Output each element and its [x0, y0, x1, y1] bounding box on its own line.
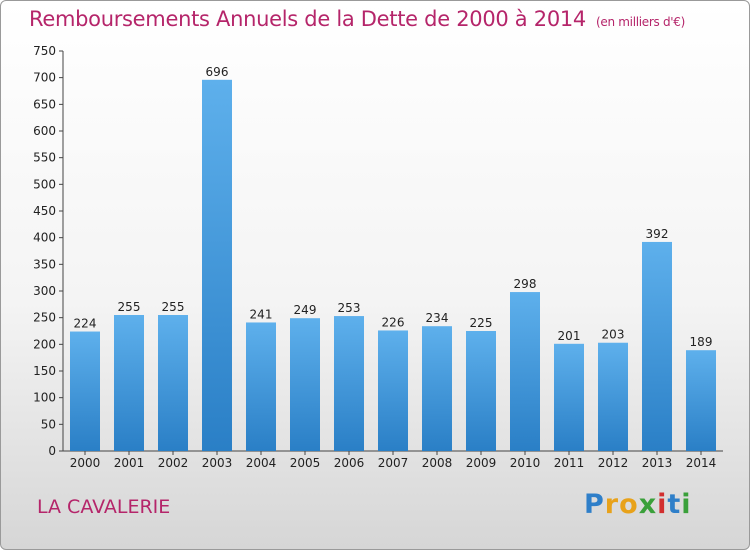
y-tick-label: 150	[33, 364, 56, 378]
bar	[686, 350, 716, 451]
x-tick-label: 2001	[114, 456, 145, 470]
y-tick-label: 350	[33, 257, 56, 271]
commune-name: LA CAVALERIE	[37, 496, 171, 518]
x-tick-label: 2011	[554, 456, 585, 470]
proxiti-logo: Proxiti	[584, 489, 692, 520]
y-tick-label: 450	[33, 204, 56, 218]
bar	[642, 241, 672, 451]
bar-value-label: 225	[470, 316, 493, 330]
x-tick-label: 2007	[378, 456, 409, 470]
logo-letter: r	[604, 489, 620, 520]
y-tick-label: 400	[33, 231, 56, 245]
bar	[70, 331, 100, 451]
bar	[158, 315, 188, 451]
bar-value-label: 224	[74, 317, 97, 331]
x-tick-label: 2008	[422, 456, 453, 470]
chart-title-text: Remboursements Annuels de la Dette de 20…	[29, 7, 586, 31]
logo-letter: t	[667, 489, 682, 520]
bar	[378, 330, 408, 451]
x-tick-label: 2014	[686, 456, 717, 470]
x-tick-label: 2004	[246, 456, 277, 470]
bar-value-label: 255	[162, 300, 185, 314]
bar	[510, 292, 540, 451]
y-tick-label: 700	[33, 71, 56, 85]
x-tick-label: 2005	[290, 456, 321, 470]
bar-value-label: 189	[690, 335, 713, 349]
bar	[246, 322, 276, 451]
bar-value-label: 253	[338, 301, 361, 315]
y-tick-label: 600	[33, 124, 56, 138]
x-tick-label: 2013	[642, 456, 673, 470]
y-tick-label: 550	[33, 151, 56, 165]
bar-value-label: 226	[382, 315, 405, 329]
logo-letter: i	[681, 489, 692, 520]
y-tick-label: 650	[33, 97, 56, 111]
bar-value-label: 234	[426, 311, 449, 325]
logo-letter: o	[619, 489, 639, 520]
logo-letter: i	[657, 489, 668, 520]
logo-letter: P	[584, 489, 605, 520]
y-tick-label: 750	[33, 44, 56, 58]
y-tick-label: 500	[33, 177, 56, 191]
bar-value-label: 241	[250, 307, 273, 321]
x-tick-label: 2006	[334, 456, 365, 470]
bar-value-label: 696	[206, 65, 229, 79]
chart-unit: (en milliers d'€)	[596, 15, 686, 29]
y-tick-label: 250	[33, 311, 56, 325]
bar	[114, 315, 144, 451]
bar	[554, 343, 584, 451]
x-tick-label: 2012	[598, 456, 629, 470]
bar	[290, 318, 320, 451]
x-tick-label: 2002	[158, 456, 189, 470]
x-tick-label: 2003	[202, 456, 233, 470]
bar-value-label: 392	[646, 227, 669, 241]
x-tick-label: 2010	[510, 456, 541, 470]
y-tick-label: 200	[33, 337, 56, 351]
y-tick-label: 100	[33, 391, 56, 405]
chart-title: Remboursements Annuels de la Dette de 20…	[29, 7, 685, 31]
bar-value-label: 249	[294, 303, 317, 317]
y-tick-label: 50	[41, 417, 56, 431]
bar	[422, 326, 452, 451]
y-tick-label: 300	[33, 284, 56, 298]
logo-letter: x	[638, 489, 658, 520]
bar	[466, 331, 496, 451]
bar-value-label: 203	[602, 328, 625, 342]
y-tick-label: 0	[48, 444, 56, 458]
bar	[598, 342, 628, 451]
x-tick-label: 2000	[70, 456, 101, 470]
bar-value-label: 201	[558, 329, 581, 343]
x-tick-label: 2009	[466, 456, 497, 470]
bar-value-label: 298	[514, 277, 537, 291]
bar-value-label: 255	[118, 300, 141, 314]
bar	[202, 79, 232, 452]
bar	[334, 316, 364, 451]
